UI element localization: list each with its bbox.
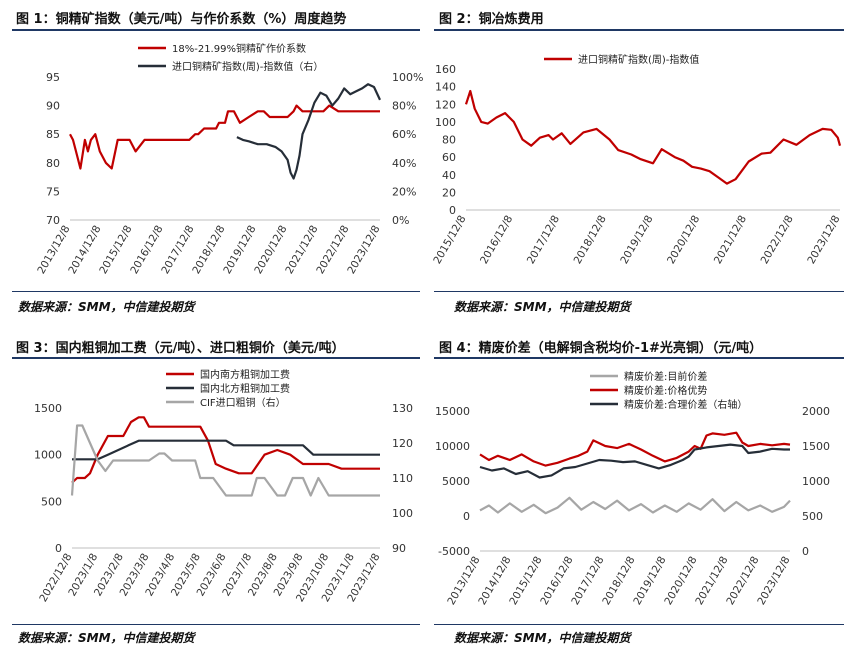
chart-1-source: 数据来源：SMM，中信建投期货 [18,300,195,314]
y-tick-label: 140 [435,81,456,94]
chart-panel-3: 图 3：国内粗铜加工费（元/吨）、进口粗铜价（美元/吨） 0 500 1000 150… [0,327,425,655]
y2-tick-label: 80% [392,100,416,113]
x-tick-label: 2016/12/8 [478,214,515,267]
y-tick-label: 0 [449,204,456,217]
y2-tick-label: 20% [392,185,416,198]
chart-4-plot: -500005000100001500005001000150020002013… [435,370,830,608]
legend-label: CIF进口粗铜（右） [200,396,286,409]
y2-tick-label: 120 [392,437,413,450]
chart-2-plot: 0 20 40 60 80 100 120 140 160 2015/12/8 2016/12/8 2… [431,53,842,267]
x-tick-label: 2022/12/8 [759,214,796,267]
y-tick-label: 70 [46,214,60,227]
y-tick-label: 100 [435,116,456,129]
y-tick-label: 10000 [435,440,470,453]
source-rule [434,624,844,625]
series-line-3 [479,443,790,479]
y-tick-label: 15000 [435,405,470,418]
x-tick-label: 2023/12/8 [345,224,382,277]
y-tick-label: -5000 [438,545,470,558]
y-tick-label: 75 [46,185,60,198]
chart-4-source: 数据来源：SMM，中信建投期货 [454,631,631,645]
y2-tick-label: 2000 [802,405,830,418]
x-tick-label: 2021/12/8 [712,214,749,267]
y2-tick-label: 100% [392,71,423,84]
x-tick-label: 2018/12/8 [572,214,609,267]
legend-label: 精废价差:目前价差 [624,370,707,383]
legend-label: 国内北方粗铜加工费 [200,382,290,395]
chart-4-title: 图 4：精废价差（电解铜含税均价-1#光亮铜）（元/吨） [439,341,763,356]
title-rule [12,357,420,359]
legend-label: 精废价差:合理价差（右轴） [624,398,747,411]
y2-tick-label: 1500 [802,440,830,453]
legend-label: 精废价差:价格优势 [624,384,707,397]
series-line-1 [479,496,791,515]
legend-label: 国内南方粗铜加工费 [200,368,290,381]
y-tick-label: 80 [442,134,456,147]
source-rule [434,291,844,292]
y2-tick-label: 500 [802,510,823,523]
chart-3-title: 图 3：国内粗铜加工费（元/吨）、进口粗铜价（美元/吨） [16,341,345,356]
series-line-3 [70,424,380,497]
y-tick-label: 0 [55,542,62,555]
y2-tick-label: 0% [392,214,409,227]
y-tick-label: 80 [46,157,60,170]
y2-tick-label: 40% [392,157,416,170]
y-tick-label: 0 [463,510,470,523]
y-tick-label: 20 [442,186,456,199]
y2-tick-label: 1000 [802,475,830,488]
source-rule [12,624,420,625]
title-rule [434,29,844,31]
chart-3-source: 数据来源：SMM，中信建投期货 [18,631,195,645]
x-tick-label: 2019/12/8 [618,214,655,267]
x-tick-label: 2020/12/8 [665,214,702,267]
x-tick-label: 2023/12/8 [755,555,792,608]
chart-panel-2: 图 2：铜冶炼费用 0 20 40 60 80 100 120 140 160 2015/12/8… [430,0,849,327]
y2-tick-label: 90 [392,542,406,555]
chart-panel-4: 图 4：精废价差（电解铜含税均价-1#光亮铜）（元/吨） -5000 0 5000 1… [430,327,849,655]
y-tick-label: 40 [442,169,456,182]
y-tick-label: 95 [46,71,60,84]
chart-panel-1: 图 1：铜精矿指数（美元/吨）与作价系数（%）周度趋势 70 75 80 85 90 95… [0,0,425,327]
chart-2-title: 图 2：铜冶炼费用 [439,12,544,27]
y2-tick-label: 0 [802,545,809,558]
series-line-1 [69,104,380,170]
chart-1-title: 图 1：铜精矿指数（美元/吨）与作价系数（%）周度趋势 [16,12,347,27]
x-tick-label: 2017/12/8 [525,214,562,267]
x-tick-label: 2022/12/8 [37,552,74,605]
y-tick-label: 160 [435,63,456,76]
chart-3-plot: 050010001500901001101201302022/12/82023/… [34,368,413,605]
y-tick-label: 120 [435,98,456,111]
y-tick-label: 500 [41,495,62,508]
series-line-1 [71,416,380,484]
series-line-2 [479,431,791,467]
title-rule [12,29,420,31]
y-tick-label: 5000 [442,475,470,488]
y-tick-label: 90 [46,100,60,113]
x-tick-label: 2023/12/8 [805,214,842,267]
legend-label: 进口铜精矿指数(周)-指数值（右） [172,60,323,73]
x-tick-label: 2015/12/8 [431,214,468,267]
y-tick-label: 60 [442,151,456,164]
chart-1-plot: 7075808590950%20%40%60%80%100%2013/12/82… [35,42,423,277]
chart-2-source: 数据来源：SMM，中信建投期货 [454,300,631,314]
legend-label: 进口铜精矿指数(周)-指数值 [578,53,699,66]
series-line-1 [464,89,842,185]
series-line-2 [72,439,380,461]
y2-tick-label: 60% [392,128,416,141]
y2-tick-label: 130 [392,402,413,415]
y-tick-label: 85 [46,128,60,141]
legend-label: 18%-21.99%铜精矿作价系数 [172,42,306,55]
y-tick-label: 1000 [34,449,62,462]
y2-tick-label: 100 [392,507,413,520]
source-rule [12,291,420,292]
title-rule [434,357,844,359]
series-line-2 [236,83,381,180]
y2-tick-label: 110 [392,472,413,485]
y-tick-label: 1500 [34,402,62,415]
